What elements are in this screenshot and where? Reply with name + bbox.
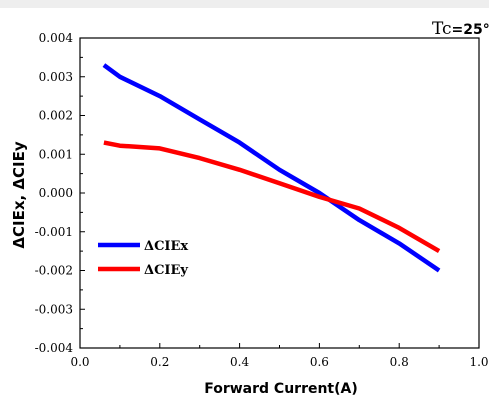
y-tick-label: 0.003 (39, 70, 73, 84)
top-band (0, 0, 489, 8)
x-tick-label: 0.0 (70, 355, 89, 369)
y-tick-label: 0.002 (39, 109, 73, 123)
series-lines (102, 63, 441, 273)
svg-text:Tc=25°C: Tc=25°C (432, 19, 489, 39)
x-tick-label: 1.0 (469, 355, 488, 369)
y-axis-title: ΔCIEx, ΔCIEy (10, 141, 28, 248)
y-tick-label: -0.003 (35, 302, 73, 316)
x-tick-label: 0.8 (390, 355, 409, 369)
x-tick-label: 0.2 (150, 355, 169, 369)
x-tick-label: 0.6 (310, 355, 329, 369)
legend-label: ΔCIEx (144, 239, 188, 254)
y-tick-label: -0.004 (35, 341, 74, 355)
y-tick-label: 0.001 (39, 147, 73, 161)
series-line (103, 140, 441, 254)
y-tick-label: 0.000 (39, 186, 73, 200)
annotation-suffix: =25°C (452, 22, 489, 38)
series-line (102, 63, 441, 273)
x-axis-ticks: 0.0 0.2 0.4 0.6 0.8 1.0 (70, 343, 489, 369)
x-tick-label: 0.4 (230, 355, 249, 369)
annotation-prefix: Tc (432, 19, 452, 39)
legend: ΔCIEx ΔCIEy (98, 239, 188, 278)
x-axis-title: Forward Current(A) (204, 381, 358, 397)
temperature-annotation: Tc=25°C (432, 19, 489, 39)
y-tick-label: 0.004 (39, 31, 74, 45)
y-tick-label: -0.002 (35, 264, 73, 278)
y-tick-label: -0.001 (35, 225, 73, 239)
legend-label: ΔCIEy (144, 263, 188, 278)
y-axis-ticks: -0.004 -0.003 -0.002 -0.001 0.000 0.001 0.002 0… (35, 31, 85, 355)
